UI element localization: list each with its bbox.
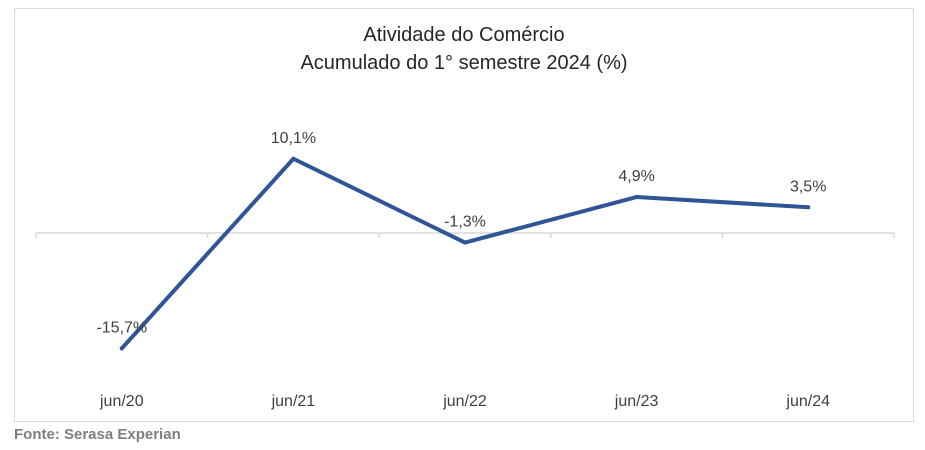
data-point — [634, 194, 639, 199]
x-tick-label: jun/20 — [99, 393, 144, 410]
data-label: -15,7% — [96, 319, 147, 336]
chart-frame: Atividade do Comércio Acumulado do 1° se… — [14, 8, 914, 422]
x-tick-label: jun/23 — [614, 393, 659, 410]
data-point — [119, 346, 124, 351]
data-label: 3,5% — [790, 178, 826, 195]
data-point — [463, 240, 467, 245]
data-label: 10,1% — [271, 130, 316, 147]
data-point — [291, 156, 296, 161]
chart-title: Atividade do Comércio — [363, 24, 565, 46]
chart-title-block: Atividade do Comércio Acumulado do 1° se… — [15, 21, 913, 77]
data-label: 4,9% — [618, 168, 654, 185]
x-tick-label: jun/21 — [271, 393, 316, 410]
x-axis-labels: jun/20 jun/21 jun/22 jun/23 jun/24 — [99, 393, 830, 410]
x-tick-label: jun/24 — [785, 393, 830, 410]
data-point — [806, 205, 811, 210]
chart-subtitle: Acumulado do 1° semestre 2024 (%) — [300, 52, 628, 74]
data-labels: -15,7% 10,1% -1,3% 4,9% 3,5% — [96, 130, 826, 337]
data-label: -1,3% — [444, 214, 486, 231]
series-line — [119, 156, 811, 351]
source-note: Fonte: Serasa Experian — [14, 426, 181, 443]
x-tick-label: jun/22 — [442, 393, 487, 410]
axis-ticks — [35, 233, 895, 238]
